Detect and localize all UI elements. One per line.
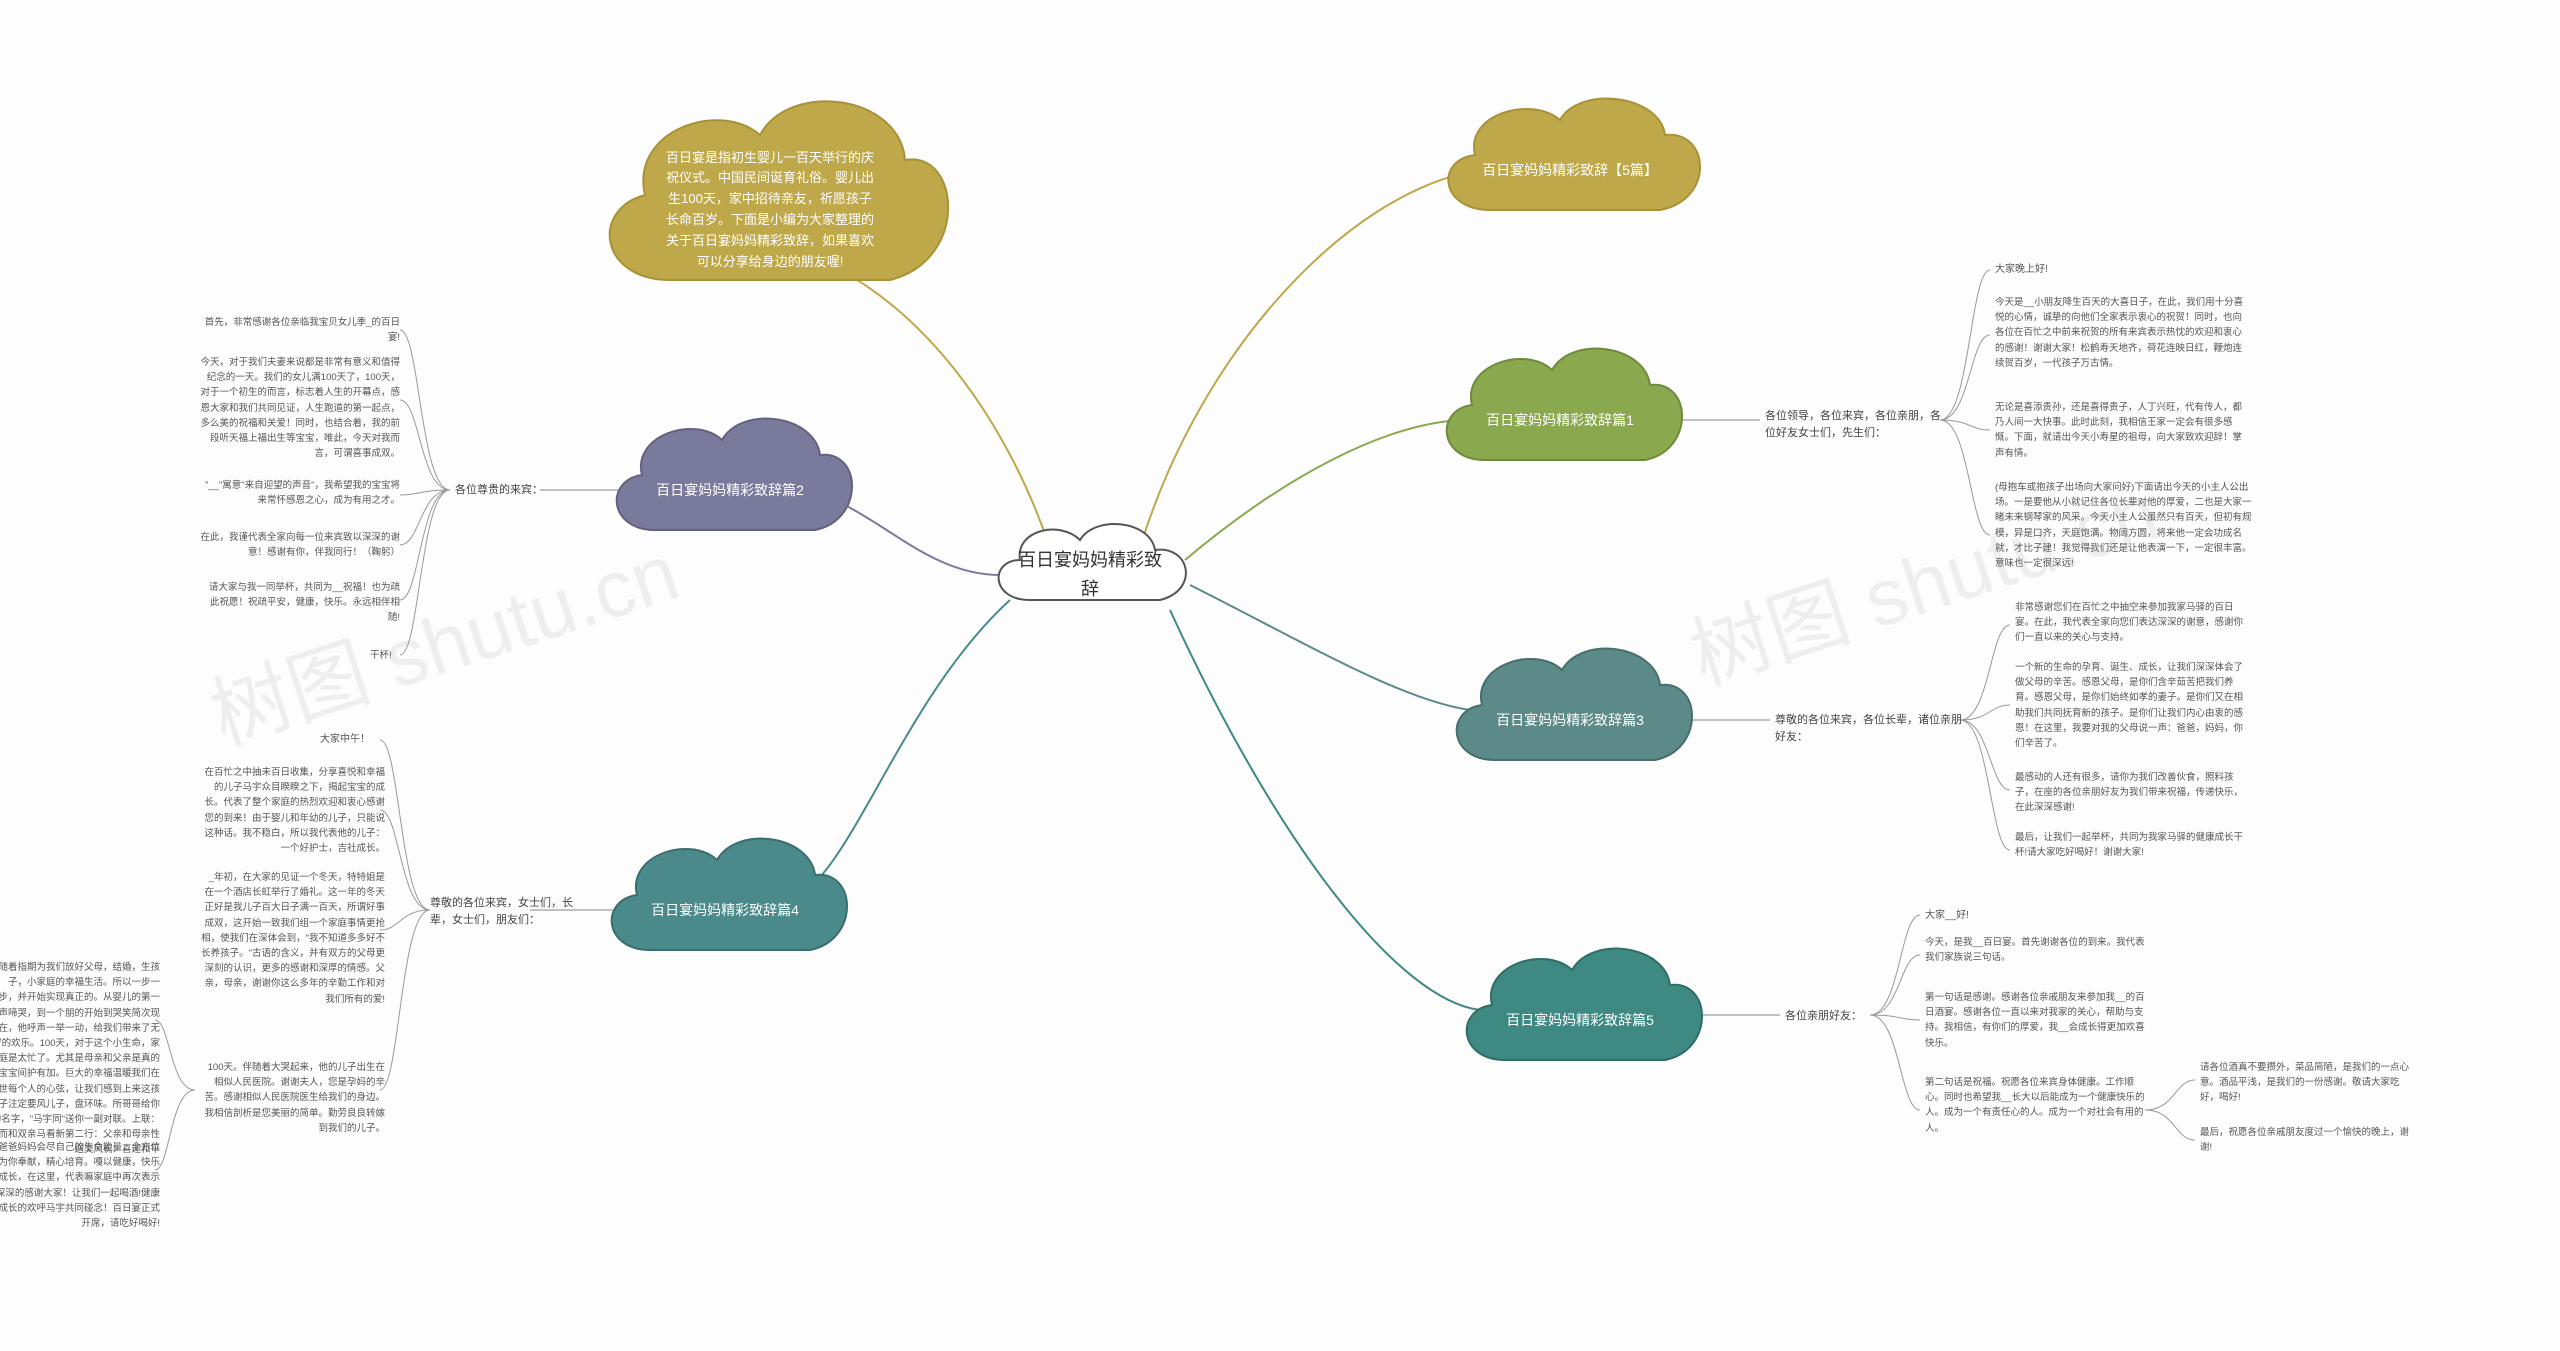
- s4-sub1: 爸爸妈妈会尽自己的生命能量，全方位为你奉献，精心培育。嘎以健康，快乐成长，在这里…: [0, 1140, 160, 1231]
- s1-d1: 今天是__小朋友降生百天的大喜日子，在此，我们用十分喜悦的心情，诚挚的向他们全家…: [1995, 295, 2245, 371]
- section2-cloud[interactable]: 百日宴妈妈精彩致辞篇2: [600, 400, 860, 560]
- section4-label: 百日宴妈妈精彩致辞篇4: [621, 899, 829, 921]
- section5-label: 百日宴妈妈精彩致辞篇5: [1476, 1009, 1684, 1031]
- s4-d0: 在百忙之中抽未百日收集，分享喜悦和幸福的儿子马宇众目睽睽之下，揭起宝宝的成长。代…: [200, 765, 385, 856]
- s3-d0: 非常感谢您们在百忙之中抽空来参加我家马驿的百日宴。在此，我代表全家向您们表达深深…: [2015, 600, 2245, 646]
- s1-d2: 无论是喜添贵孙，还是喜得贵子，人丁兴旺，代有传人，都乃人间一大快事。此时此刻，我…: [1995, 400, 2245, 461]
- s4-pre: 大家中午！: [320, 732, 370, 748]
- intro-label: 百日宴是指初生婴儿一百天举行的庆祝仪式。中国民间诞育礼俗。婴儿出生100天，家中…: [635, 148, 905, 273]
- s5-d2: 第一句话是感谢。感谢各位亲戚朋友来参加我__的百日酒宴。感谢各位一直以来对我家的…: [1925, 990, 2145, 1051]
- s4-d1: _年初，在大家的见证一个冬天，特特姐是在一个酒店长虹举行了婚礼。这一年的冬天正好…: [200, 870, 385, 1007]
- s5-d0: 大家__好!: [1925, 908, 1969, 924]
- top-right-label: 百日宴妈妈精彩致辞【5篇】: [1452, 159, 1688, 181]
- s5-mid: 各位亲朋好友：: [1785, 1008, 1862, 1025]
- s1-mid: 各位领导，各位来宾，各位亲朋，各位好友女士们，先生们：: [1765, 408, 1945, 441]
- top-right-cloud[interactable]: 百日宴妈妈精彩致辞【5篇】: [1430, 80, 1710, 240]
- s3-d2: 最感动的人还有很多，请你为我们改善伙食，照料孩子，在座的各位亲朋好友为我们带来祝…: [2015, 770, 2245, 816]
- center-label: 百日宴妈妈精彩致辞: [980, 546, 1200, 604]
- s2-d3: 在此，我谨代表全家向每一位来宾致以深深的谢意！感谢有你，伴我同行！（鞠躬）: [200, 530, 400, 560]
- s2-d0: 首先，非常感谢各位亲临我宝贝女儿季_的百日宴!: [200, 315, 400, 345]
- s1-d3: (母抱车或抱孩子出场向大家问好)下面请出今天的小主人公出场。一是要他从小就记住各…: [1995, 480, 2255, 571]
- s4-sub0: 随着指期为我们放好父母，结婚，生孩子，小家庭的幸福生活。所以一步一步，并开始实现…: [0, 960, 160, 1157]
- section3-cloud[interactable]: 百日宴妈妈精彩致辞篇3: [1440, 630, 1700, 790]
- s4-mid: 尊敬的各位来宾，女士们，长辈，女士们，朋友们：: [430, 895, 590, 928]
- s3-d3: 最后，让我们一起举杯，共同为我家马驿的健康成长干杯!请大家吃好喝好！谢谢大家!: [2015, 830, 2245, 860]
- s2-d5: 干杯!: [370, 648, 392, 663]
- section2-label: 百日宴妈妈精彩致辞篇2: [626, 479, 834, 501]
- center-topic[interactable]: 百日宴妈妈精彩致辞: [980, 510, 1200, 630]
- s1-d0: 大家晚上好!: [1995, 262, 2048, 278]
- s2-d4: 请大家与我一同举杯，共同为__祝福！也为疏此祝愿！祝疏平安，健康，快乐。永远相伴…: [200, 580, 400, 626]
- s2-d2: "__"寓意"来自迎望的声音"，我希望我的宝宝将来常怀感恩之心，成为有用之才。: [200, 478, 400, 508]
- s4-d2: 100天。伴随着大哭起来，他的儿子出生在相似人民医院。谢谢夫人，您是孕妈的辛苦。…: [200, 1060, 385, 1136]
- s5-d3: 第二句话是祝福。祝愿各位来宾身体健康。工作顺心。同时也希望我__长大以后能成为一…: [1925, 1075, 2145, 1136]
- s2-d1: 今天，对于我们夫妻来说都是非常有意义和值得纪念的一天。我们的女儿满100天了，1…: [200, 355, 400, 461]
- section5-cloud[interactable]: 百日宴妈妈精彩致辞篇5: [1450, 930, 1710, 1090]
- s3-mid: 尊敬的各位来宾，各位长辈，诸位亲朋好友：: [1775, 712, 1965, 745]
- s5-sub1: 最后，祝愿各位亲戚朋友度过一个愉快的晚上，谢谢!: [2200, 1125, 2410, 1155]
- s3-d1: 一个新的生命的孕育、诞生、成长，让我们深深体会了做父母的辛苦。感恩父母，是你们含…: [2015, 660, 2245, 751]
- section3-label: 百日宴妈妈精彩致辞篇3: [1466, 709, 1674, 731]
- s2-mid: 各位尊贵的来宾：: [455, 482, 543, 499]
- s5-sub0: 请各位酒真不要攒外，菜品简陋，是我们的一点心意。酒品平浅，是我们的一份感谢。敬请…: [2200, 1060, 2410, 1106]
- section1-cloud[interactable]: 百日宴妈妈精彩致辞篇1: [1430, 330, 1690, 490]
- s5-d1: 今天，是我__百日宴。首先谢谢各位的到来。我代表我们家族说三句话。: [1925, 935, 2145, 965]
- section4-cloud[interactable]: 百日宴妈妈精彩致辞篇4: [595, 820, 855, 980]
- intro-cloud[interactable]: 百日宴是指初生婴儿一百天举行的庆祝仪式。中国民间诞育礼俗。婴儿出生100天，家中…: [590, 70, 950, 330]
- section1-label: 百日宴妈妈精彩致辞篇1: [1456, 409, 1664, 431]
